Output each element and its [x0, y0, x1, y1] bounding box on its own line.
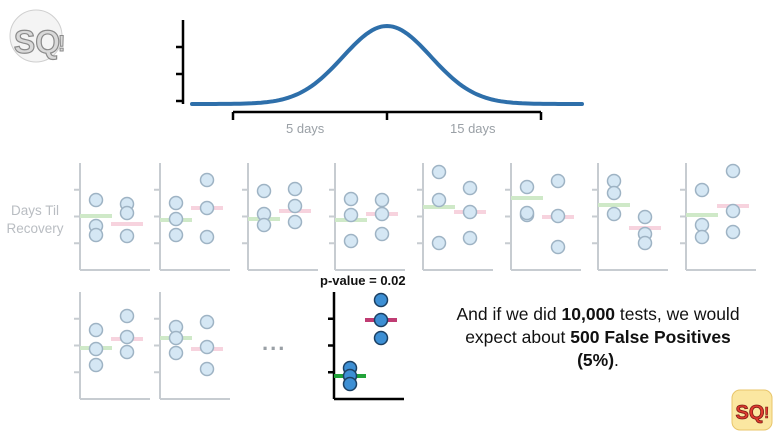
svg-text:!: !	[58, 31, 65, 56]
sample-dot	[519, 179, 535, 195]
conclusion-text: And if we did 10,000 tests, we would exp…	[456, 304, 740, 370]
sample-dot	[373, 330, 389, 346]
distribution-plot	[176, 20, 584, 120]
sample-dot	[88, 357, 104, 373]
sample-dot	[694, 229, 710, 245]
sample-dot	[462, 204, 478, 220]
sample-dot	[374, 206, 390, 222]
sample-dot	[287, 214, 303, 230]
y-axis-label: Days Til Recovery	[6, 203, 64, 236]
sample-dot	[168, 227, 184, 243]
sample-dot	[119, 205, 135, 221]
sample-dot	[168, 211, 184, 227]
sample-dot	[88, 322, 104, 338]
svg-text:!: !	[764, 405, 769, 422]
sample-dot	[374, 192, 390, 208]
sample-dot	[431, 192, 447, 208]
sample-dot	[606, 206, 622, 222]
ellipsis: ...	[262, 330, 287, 355]
sample-dot	[119, 329, 135, 345]
svg-text:SQ: SQ	[736, 402, 765, 424]
sample-dot	[199, 361, 215, 377]
sample-dot	[725, 224, 741, 240]
p-value-label: p-value = 0.02	[320, 273, 406, 288]
sample-dot	[431, 235, 447, 251]
statquest-logo: SQ !	[6, 6, 66, 68]
sample-dot	[374, 226, 390, 242]
sample-dot	[119, 344, 135, 360]
sample-dot	[199, 200, 215, 216]
sample-dot	[606, 185, 622, 201]
sample-dot	[342, 376, 358, 392]
sample-dot	[199, 314, 215, 330]
sample-dot	[168, 330, 184, 346]
statquest-logo-small: SQ !	[730, 388, 774, 432]
sample-dot	[519, 205, 535, 221]
distribution-curve	[190, 23, 584, 106]
sample-dot	[550, 173, 566, 189]
sample-dot	[199, 339, 215, 355]
sample-dot	[373, 312, 389, 328]
sample-dot	[287, 198, 303, 214]
sample-dot	[725, 203, 741, 219]
sample-dot	[119, 228, 135, 244]
sample-dot	[606, 173, 622, 189]
experiment-panels	[74, 163, 756, 401]
sample-dot	[462, 230, 478, 246]
sample-dot	[88, 192, 104, 208]
sample-dot	[431, 164, 447, 180]
sample-dot	[168, 195, 184, 211]
sample-dot	[462, 180, 478, 196]
sample-dot	[199, 172, 215, 188]
sample-dot	[256, 183, 272, 199]
sample-dot	[168, 345, 184, 361]
sample-dot	[373, 292, 389, 308]
sample-dot	[199, 229, 215, 245]
svg-text:SQ: SQ	[14, 24, 60, 60]
sample-dot	[119, 308, 135, 324]
sample-dot	[287, 181, 303, 197]
sample-dot	[694, 182, 710, 198]
sample-dot	[343, 233, 359, 249]
sample-dot	[88, 341, 104, 357]
sample-dot	[88, 227, 104, 243]
x-tick-label: 15 days	[450, 121, 496, 136]
sample-dot	[725, 163, 741, 179]
sample-dot	[550, 208, 566, 224]
sample-dot	[343, 191, 359, 207]
sample-dot	[550, 239, 566, 255]
sample-dot	[694, 217, 710, 233]
sample-dot	[343, 207, 359, 223]
sample-dot	[256, 217, 272, 233]
x-tick-label: 5 days	[286, 121, 325, 136]
sample-dot	[637, 235, 653, 251]
sample-dot	[637, 209, 653, 225]
